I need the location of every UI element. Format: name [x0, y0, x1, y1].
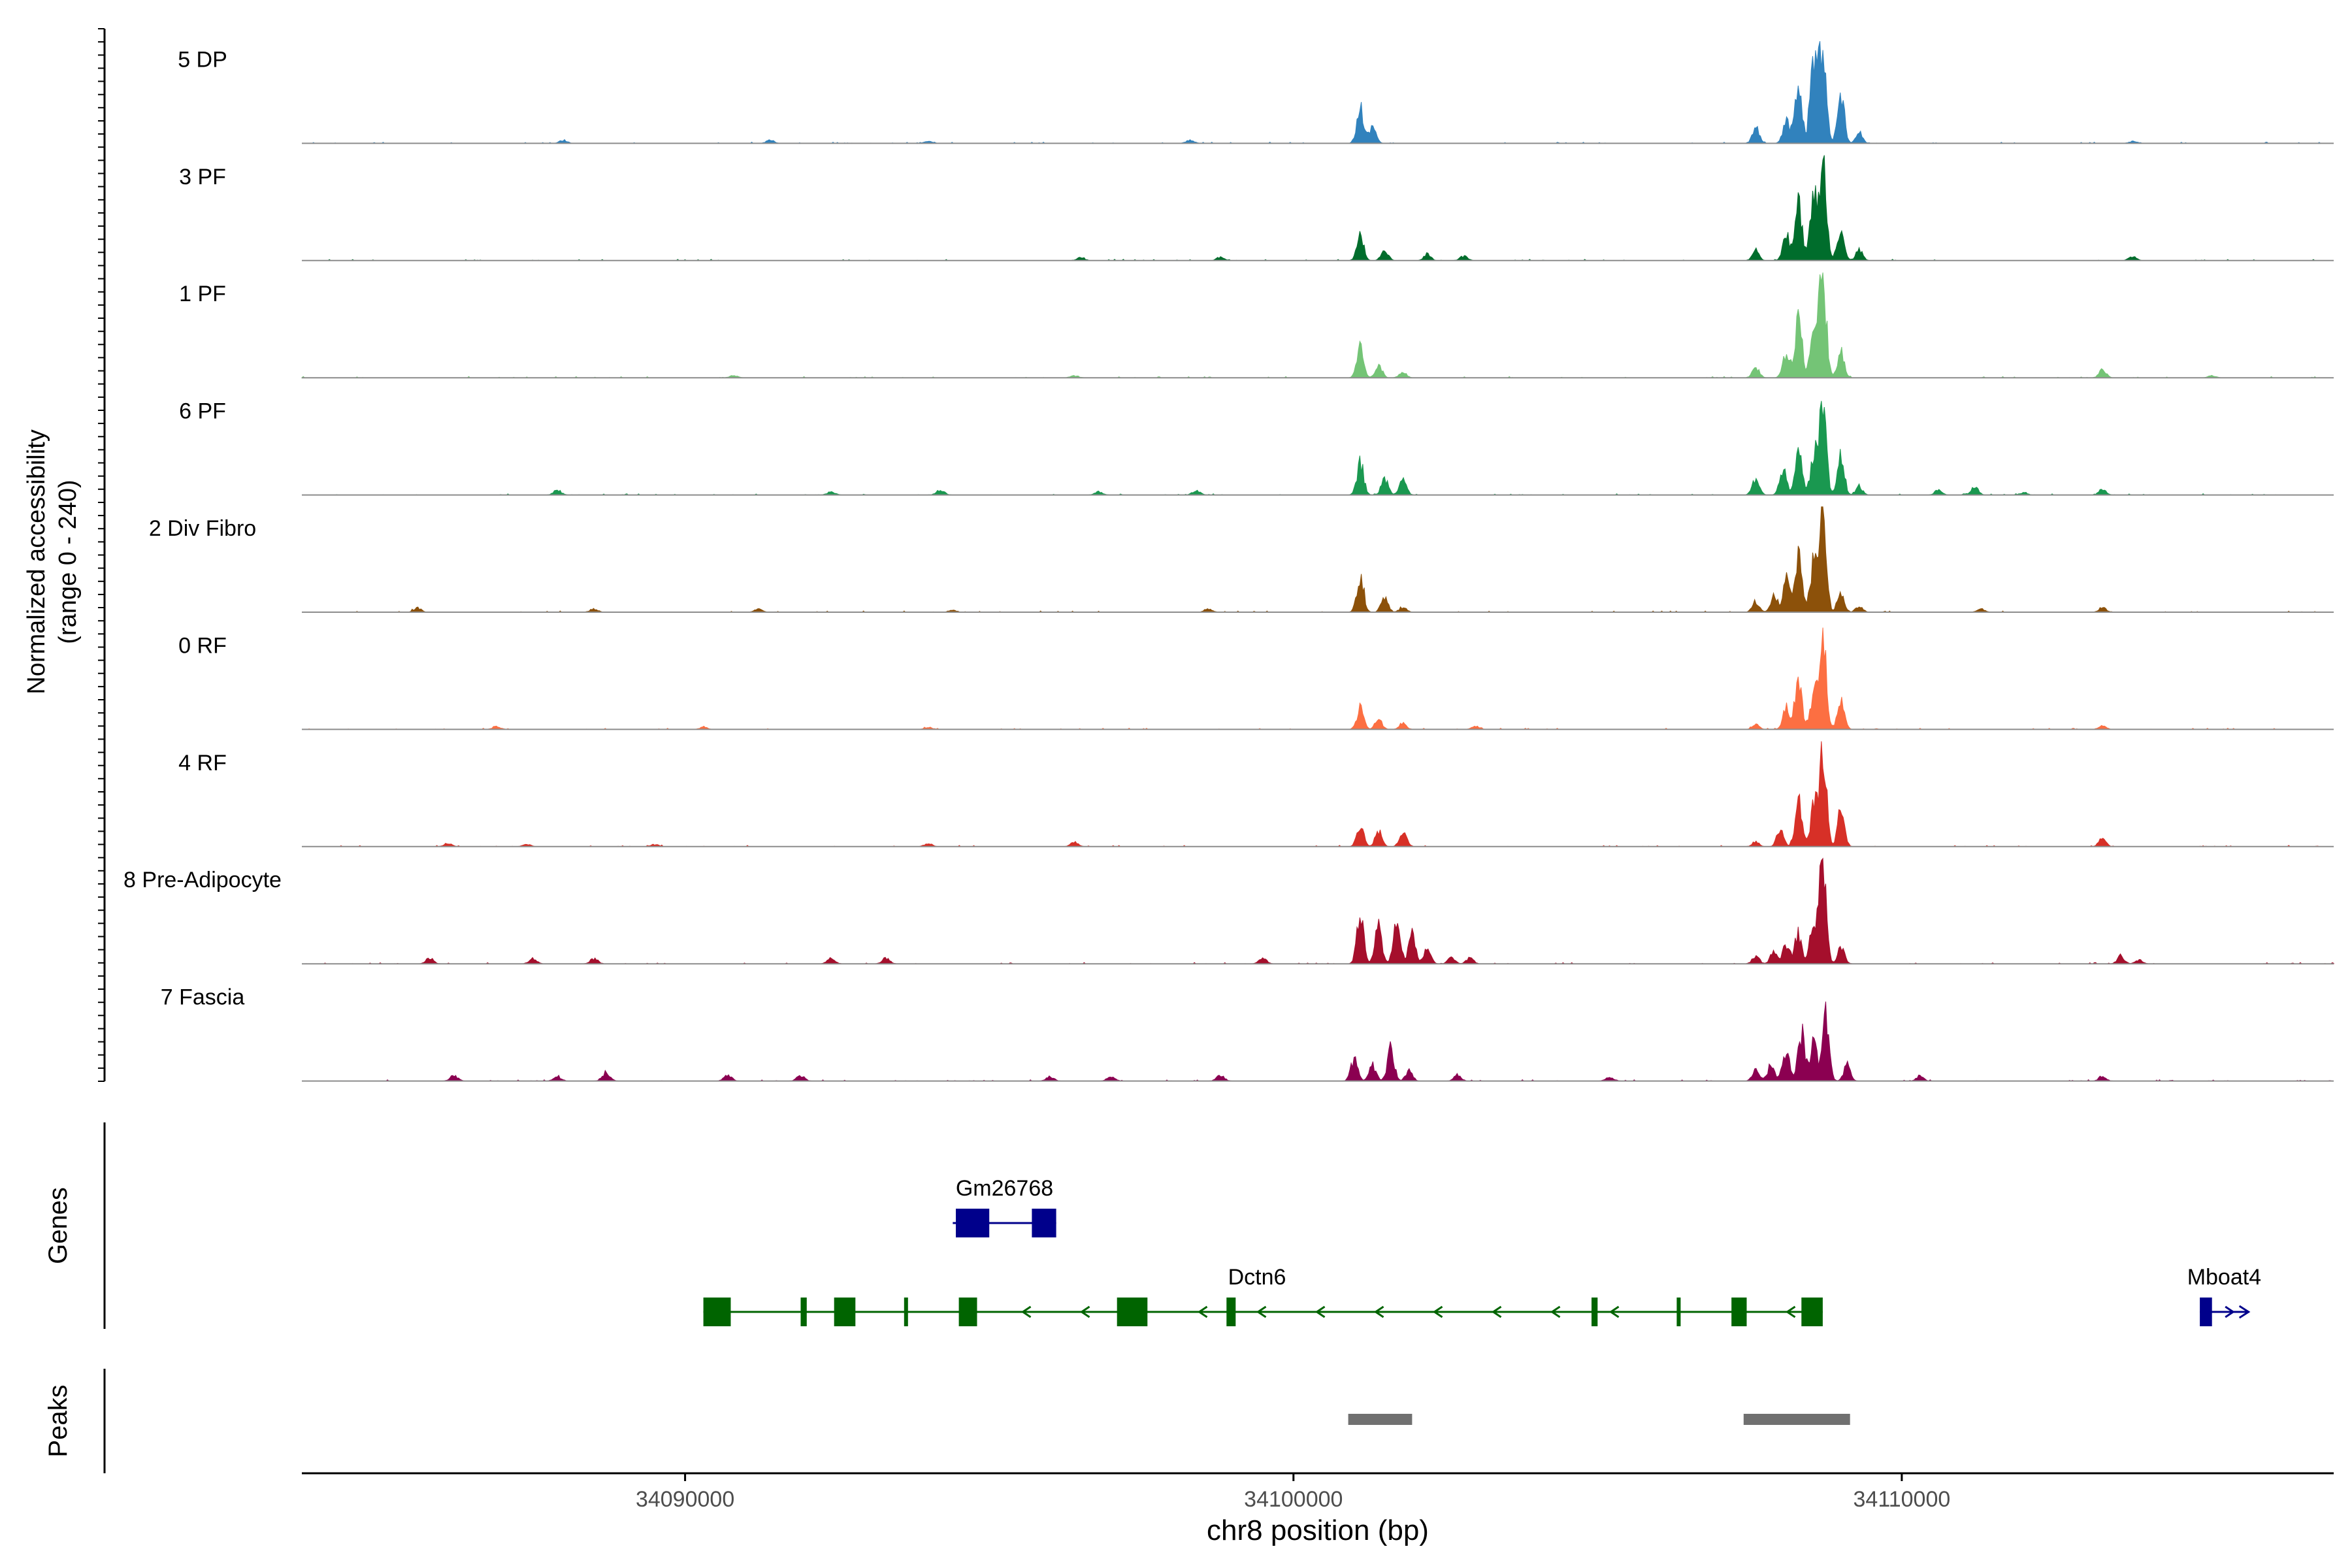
strand-arrow	[1609, 1305, 1620, 1318]
genes-axis-title: Genes	[44, 1187, 73, 1264]
gene-exon	[2200, 1298, 2212, 1326]
gene-exon	[1032, 1209, 1056, 1237]
track-2: 3 PF	[179, 155, 2334, 261]
x-tick-label: 34110000	[1854, 1487, 1951, 1512]
y-axis-title-line1: Normalized accessibility	[23, 429, 50, 694]
strand-arrow	[2238, 1305, 2251, 1319]
track-label: 0 RF	[178, 633, 227, 658]
strand-arrow	[2225, 1305, 2235, 1318]
gene-annotation-track: Gm26768 Dctn6 Mboat4	[703, 1176, 2261, 1326]
track-label: 1 PF	[179, 282, 226, 306]
strand-arrow	[1432, 1305, 1443, 1318]
gene-exon	[1801, 1298, 1823, 1326]
peaks-axis-title: Peaks	[44, 1384, 73, 1457]
coverage-y-axis	[98, 28, 106, 1082]
gene-label: Gm26768	[956, 1176, 1053, 1201]
coverage-tracks: 5 DP 3 PF 1 PF 6 PF 2 Div Fibro 0 RF 4 RF 8 Pre…	[123, 41, 2334, 1082]
gene-Dctn6: Dctn6	[703, 1265, 1823, 1326]
strand-arrow	[1021, 1305, 1032, 1318]
track-9: 7 Fascia	[161, 985, 2334, 1082]
peak-regions-track	[1348, 1414, 1850, 1425]
coverage-area	[302, 155, 2334, 261]
strand-arrow	[1785, 1305, 1796, 1318]
track-label: 7 Fascia	[161, 985, 245, 1010]
track-label: 8 Pre-Adipocyte	[123, 868, 282, 892]
track-6: 0 RF	[178, 627, 2334, 730]
x-tick-label: 34100000	[1244, 1487, 1343, 1512]
gene-exon	[1117, 1298, 1148, 1326]
coverage-area	[301, 272, 2334, 378]
gene-exon	[1676, 1298, 1681, 1326]
gene-exon	[904, 1298, 908, 1326]
x-axis-ticks: 34090000 34100000 34110000	[636, 1473, 1950, 1512]
strand-arrow	[1550, 1305, 1561, 1318]
strand-arrow	[1256, 1305, 1267, 1318]
y-axis-title-line2: (range 0 - 240)	[54, 480, 82, 644]
gene-exon	[834, 1298, 856, 1326]
coverage-area	[302, 1001, 2334, 1082]
coverage-area	[302, 627, 2334, 730]
gene-label: Dctn6	[1228, 1265, 1286, 1290]
coverage-area	[302, 400, 2334, 496]
track-label: 5 DP	[178, 47, 227, 72]
gene-exon	[1731, 1298, 1747, 1326]
track-4: 6 PF	[179, 399, 2334, 496]
strand-arrow	[1315, 1305, 1326, 1318]
track-label: 6 PF	[179, 399, 226, 424]
peak-region	[1348, 1414, 1413, 1425]
strand-arrow	[1373, 1305, 1384, 1318]
gene-exon	[956, 1209, 990, 1237]
gene-label: Mboat4	[2187, 1265, 2261, 1290]
track-label: 3 PF	[179, 165, 226, 189]
gene-Mboat4: Mboat4	[2187, 1265, 2261, 1326]
gene-exon	[703, 1298, 731, 1326]
gene-exon	[800, 1298, 807, 1326]
strand-arrow	[1491, 1305, 1502, 1318]
track-3: 1 PF	[179, 272, 2334, 379]
track-label: 2 Div Fibro	[149, 516, 256, 541]
strand-arrow	[1197, 1305, 1208, 1318]
gene-exon	[1592, 1298, 1598, 1326]
gene-exon	[958, 1298, 977, 1326]
track-1: 5 DP	[178, 41, 2334, 144]
peak-region	[1743, 1414, 1850, 1425]
track-7: 4 RF	[178, 741, 2334, 847]
track-8: 8 Pre-Adipocyte	[123, 857, 2334, 965]
coverage-area	[302, 41, 2334, 144]
x-axis-title: chr8 position (bp)	[1207, 1514, 1429, 1546]
track-5: 2 Div Fibro	[149, 506, 2334, 613]
x-tick-label: 34090000	[636, 1487, 734, 1512]
coverage-area	[302, 506, 2334, 613]
coverage-area	[302, 857, 2334, 964]
gene-Gm26768: Gm26768	[953, 1176, 1056, 1237]
track-label: 4 RF	[178, 751, 227, 776]
strand-arrow	[1079, 1305, 1090, 1318]
gene-exon	[1226, 1298, 1236, 1326]
coverage-area	[302, 741, 2334, 847]
